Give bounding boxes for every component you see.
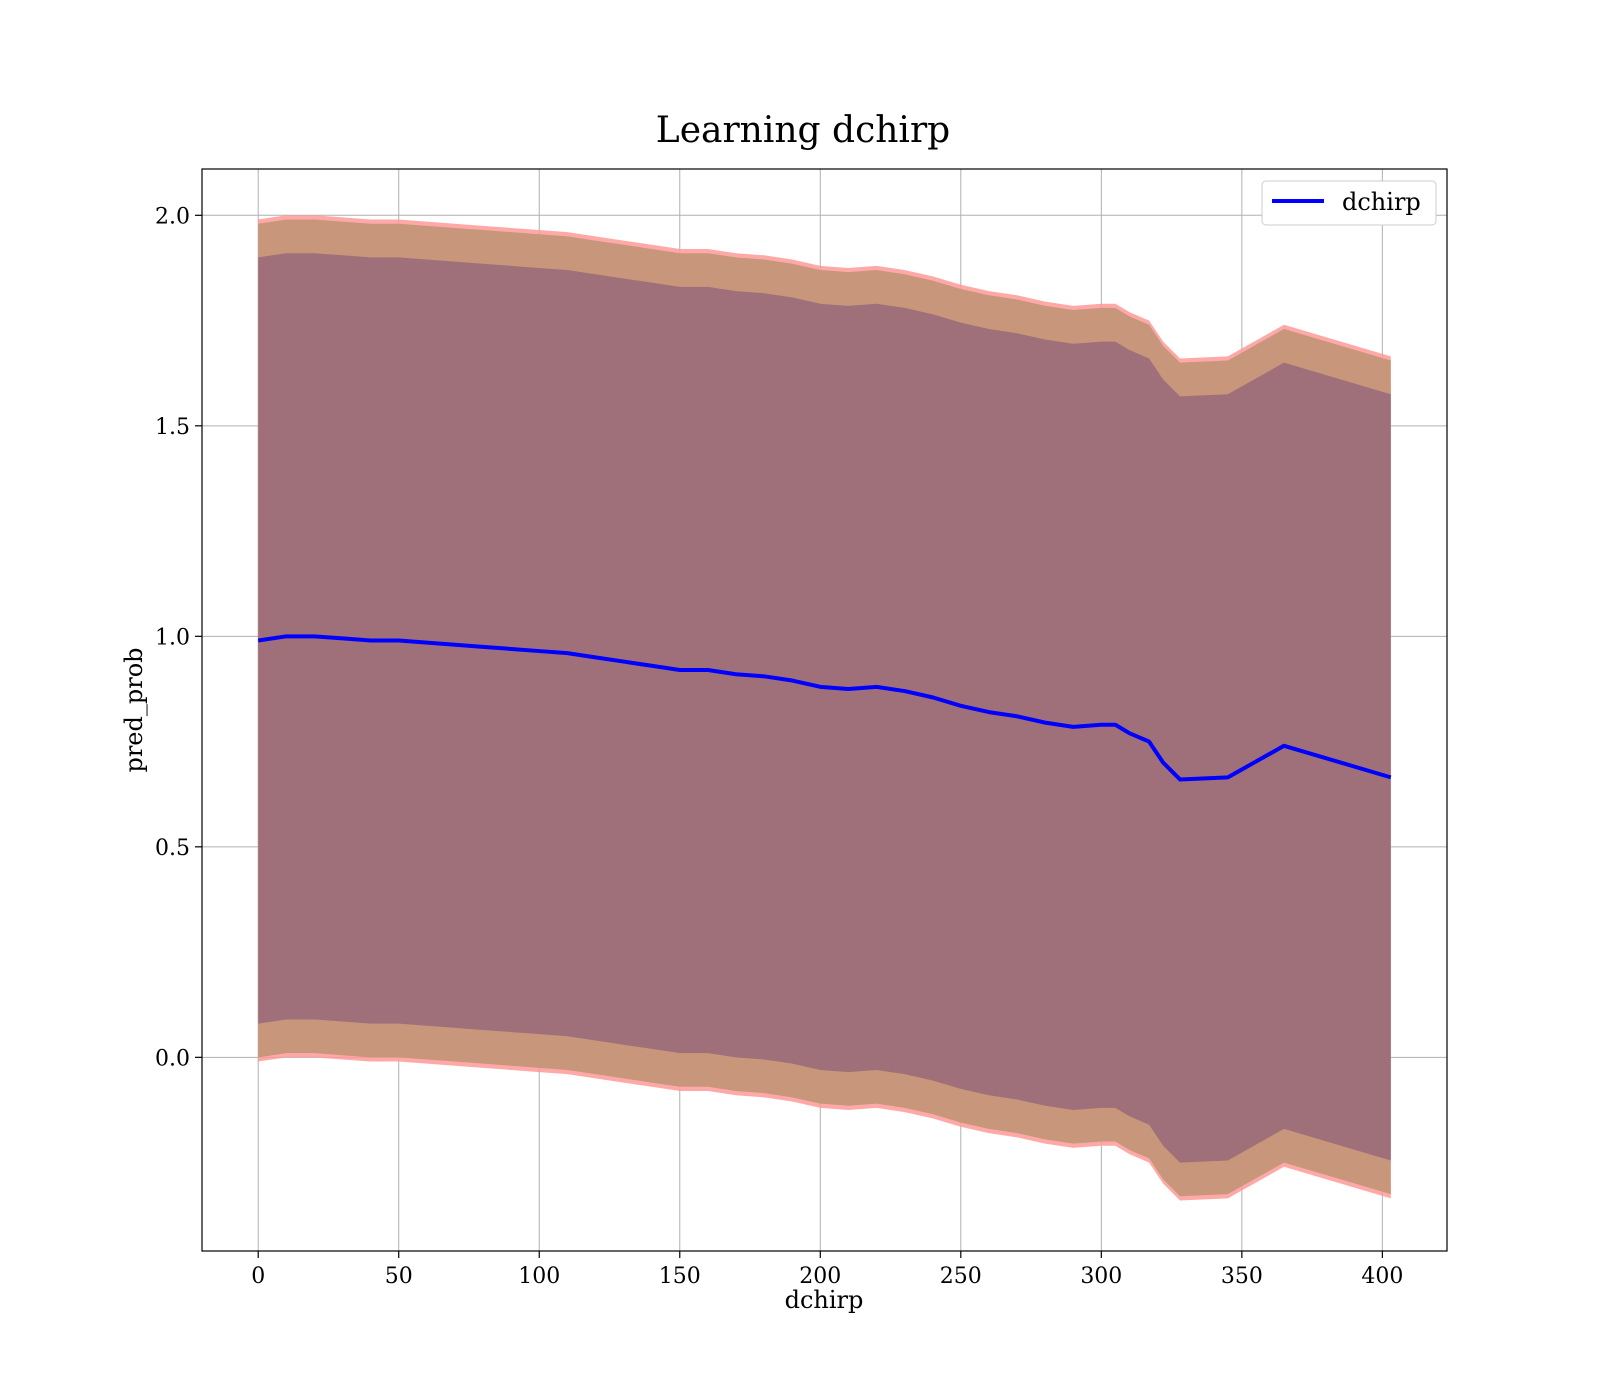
y-tick-label-2: 1.0 — [155, 625, 190, 650]
x-tick-label-2: 100 — [518, 1264, 560, 1289]
x-tick-label-5: 250 — [940, 1264, 982, 1289]
chart-title: Learning dchirp — [656, 110, 950, 151]
x-tick-label-8: 400 — [1361, 1264, 1403, 1289]
series-line-0 — [257, 634, 1392, 782]
x-tick-label-4: 200 — [799, 1264, 841, 1289]
x-tick-label-3: 150 — [659, 1264, 701, 1289]
x-tick-label-7: 350 — [1221, 1264, 1263, 1289]
x-axis: 0 50 100 150 200 250 300 350 400 — [251, 1251, 1403, 1289]
plot-frame — [201, 168, 1448, 1252]
legend-box — [1261, 180, 1437, 226]
y-axis: 0.0 0.5 1.0 1.5 2.0 — [155, 204, 202, 1071]
x-tick-label-0: 0 — [251, 1264, 265, 1289]
confidence-bands — [258, 215, 1391, 1201]
x-axis-label: dchirp — [785, 1286, 864, 1314]
legend: dchirp — [1261, 180, 1437, 226]
band-2 — [258, 253, 1391, 1163]
x-tick-label-1: 50 — [385, 1264, 413, 1289]
y-tick-label-4: 2.0 — [155, 204, 190, 229]
legend-label: dchirp — [1342, 188, 1421, 216]
x-tick-label-6: 300 — [1080, 1264, 1122, 1289]
y-tick-label-0: 0.0 — [155, 1046, 190, 1071]
series-layer — [257, 634, 1392, 782]
y-axis-label: pred_prob — [120, 647, 148, 772]
y-tick-label-3: 1.5 — [155, 415, 190, 440]
y-tick-label-1: 0.5 — [155, 836, 190, 861]
